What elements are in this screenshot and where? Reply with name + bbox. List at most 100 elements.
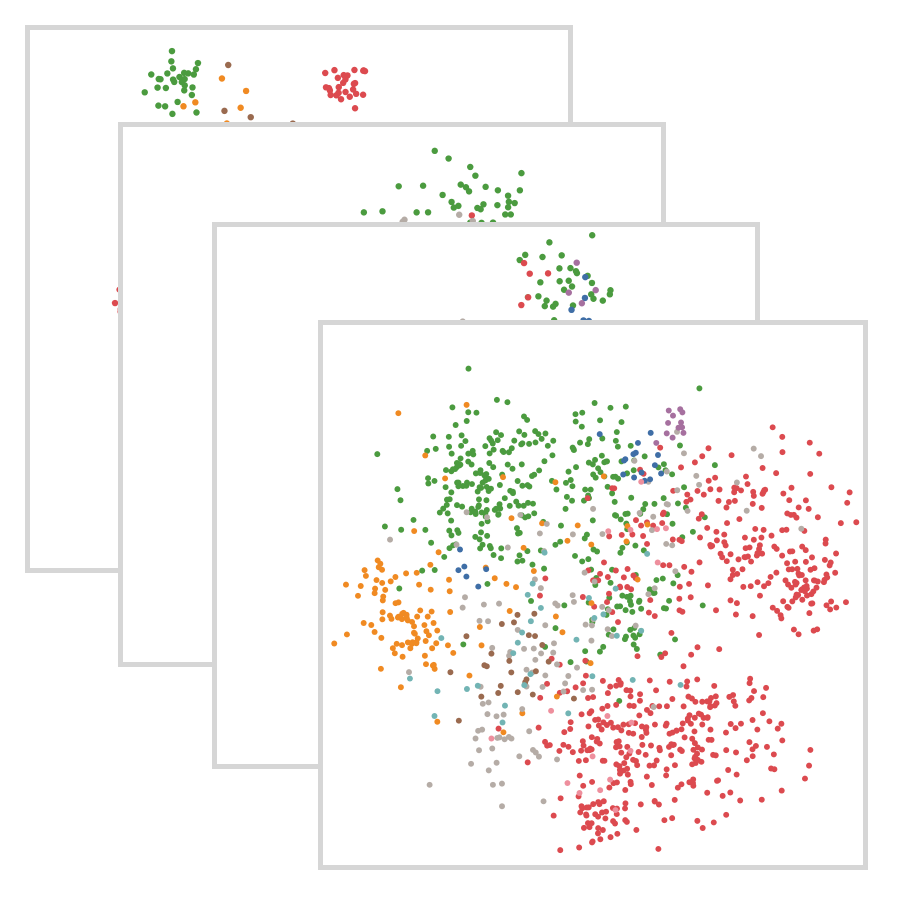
scatter-point-gray	[574, 664, 580, 671]
scatter-point-teal	[474, 682, 481, 689]
scatter-point-gray	[599, 531, 606, 538]
scatter-point-green	[565, 277, 572, 284]
scatter-point-green	[494, 201, 501, 209]
scatter-point-red	[704, 789, 711, 796]
scatter-point-red	[802, 497, 809, 504]
scatter-point-green	[162, 84, 170, 92]
scatter-point-green	[496, 482, 503, 488]
scatter-point-red	[774, 725, 781, 732]
scatter-point-orange	[506, 608, 513, 614]
scatter-point-red	[660, 509, 667, 516]
scatter-point-red	[737, 720, 744, 727]
scatter-point-green	[148, 71, 155, 78]
scatter-point-red	[733, 600, 740, 607]
scatter-point-red	[557, 847, 564, 854]
scatter-point-green	[462, 184, 470, 191]
scatter-point-red	[793, 514, 800, 521]
scatter-point-red	[740, 583, 747, 590]
scatter-point-green	[448, 450, 455, 457]
scatter-point-green	[561, 602, 568, 609]
scatter-point-red	[618, 531, 625, 538]
scatter-point-teal	[431, 713, 438, 719]
scatter-point-gray	[632, 622, 639, 629]
scatter-point-orange	[413, 640, 420, 647]
scatter-point-green	[536, 467, 543, 474]
scatter-point-green	[490, 464, 497, 471]
scatter-point-gray	[605, 607, 612, 614]
scatter-point-orange	[382, 586, 389, 593]
scatter-point-red	[622, 800, 629, 807]
scatter-point-gray	[581, 569, 588, 576]
scatter-point-green	[495, 511, 502, 518]
scatter-point-red	[676, 536, 683, 543]
scatter-point-green	[174, 98, 181, 106]
scatter-point-red	[790, 626, 797, 633]
scatter-point-green	[532, 439, 539, 446]
scatter-point-green	[474, 488, 481, 495]
scatter-point-orange	[379, 566, 386, 573]
scatter-point-green	[465, 409, 472, 416]
scatter-point-teal	[527, 618, 534, 625]
scatter-point-red	[814, 514, 821, 521]
scatter-point-orange	[379, 616, 386, 623]
scatter-point-gray	[588, 637, 595, 644]
scatter-point-red	[666, 678, 673, 685]
scatter-point-green	[672, 636, 678, 643]
scatter-point-orange	[552, 479, 559, 486]
scatter-point-red	[749, 717, 756, 723]
scatter-point-teal	[613, 632, 620, 639]
scatter-point-red	[578, 803, 585, 810]
scatter-point-green	[488, 437, 495, 444]
scatter-point-red	[691, 459, 698, 466]
scatter-point-orange	[430, 620, 437, 626]
scatter-point-green	[454, 502, 460, 509]
scatter-point-green	[168, 58, 175, 65]
scatter-point-red	[746, 697, 753, 704]
scatter-point-red	[576, 844, 583, 851]
scatter-point-red	[846, 489, 853, 496]
scatter-point-purple	[592, 286, 599, 294]
scatter-point-red	[589, 838, 596, 845]
scatter-point-red	[642, 751, 649, 758]
scatter-point-red	[340, 71, 347, 79]
scatter-point-orange	[242, 87, 250, 95]
scatter-point-green	[614, 603, 621, 610]
scatter-point-red	[678, 464, 684, 471]
scatter-point-red	[550, 812, 557, 819]
scatter-point-green	[193, 109, 200, 116]
scatter-point-red	[713, 607, 719, 614]
scatter-point-red	[655, 801, 662, 808]
scatter-point-green	[607, 287, 614, 294]
scatter-point-teal	[463, 686, 470, 692]
scatter-point-red	[806, 762, 813, 769]
scatter-point-teal	[521, 682, 528, 689]
scatter-point-red	[613, 744, 620, 751]
scatter-point-green	[573, 464, 580, 471]
scatter-point-blue	[457, 546, 463, 553]
scatter-point-green	[468, 461, 475, 468]
scatter-point-green	[669, 471, 676, 478]
scatter-point-red	[730, 692, 737, 699]
scatter-point-red	[615, 619, 621, 626]
scatter-point-red	[711, 682, 718, 689]
scatter-point-orange	[634, 576, 641, 583]
scatter-point-orange	[395, 410, 402, 417]
scatter-point-red	[646, 677, 653, 684]
scatter-point-green	[629, 608, 636, 615]
scatter-point-red	[627, 687, 634, 694]
scatter-point-green	[541, 565, 548, 572]
scatter-point-green	[519, 557, 526, 564]
scatter-point-red	[699, 453, 706, 460]
scatter-point-blue	[655, 452, 661, 459]
scatter-point-red	[640, 533, 647, 539]
scatter-point-green	[557, 538, 564, 545]
scatter-point-pink	[662, 525, 669, 532]
scatter-point-green	[588, 232, 596, 239]
scatter-point-red	[760, 694, 767, 701]
scatter-point-gray	[604, 626, 611, 633]
scatter-point-red	[723, 729, 729, 736]
scatter-point-gray	[650, 513, 657, 520]
scatter-point-red	[794, 565, 801, 572]
scatter-point-gray	[663, 501, 670, 508]
scatter-point-red	[597, 836, 604, 843]
